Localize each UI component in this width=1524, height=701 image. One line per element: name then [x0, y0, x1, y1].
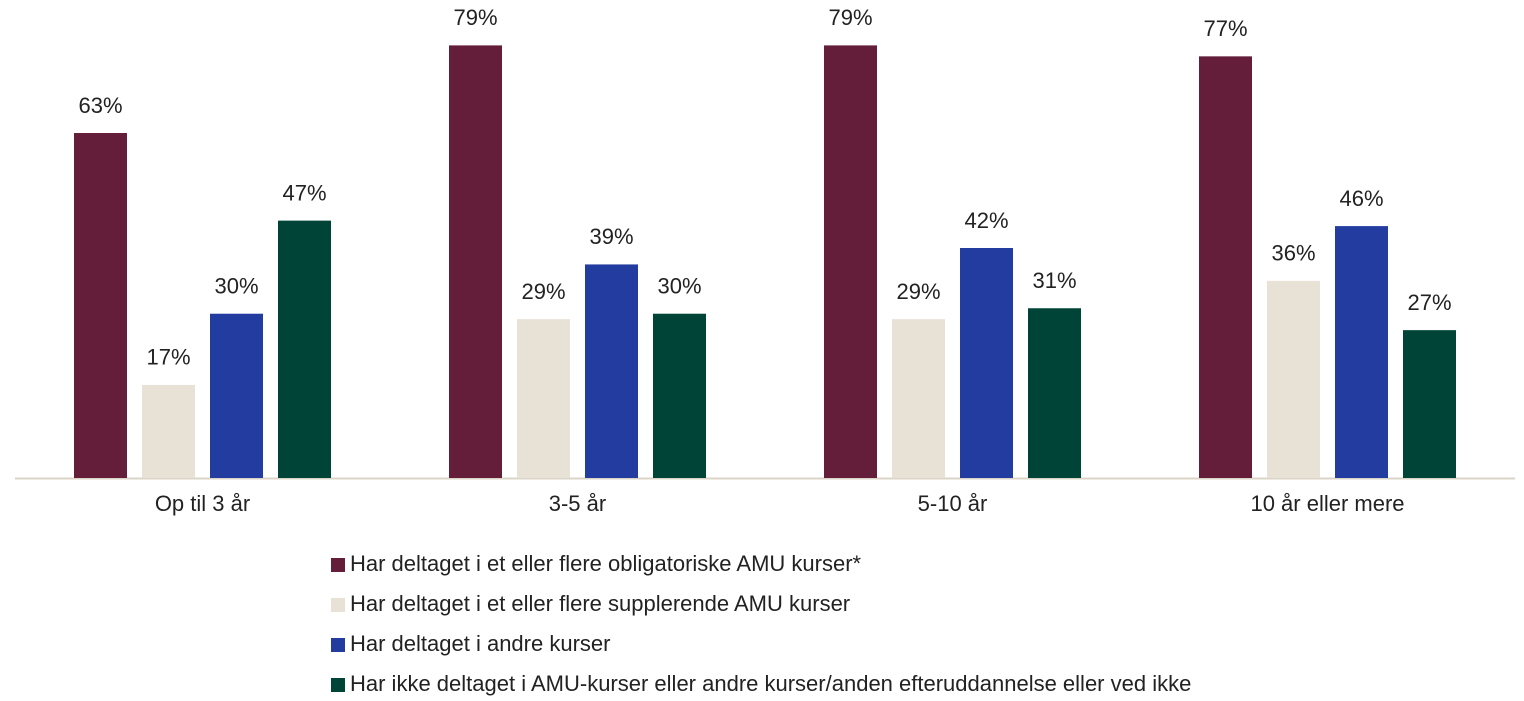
- bar: [824, 45, 877, 479]
- bar: [653, 313, 706, 478]
- data-label: 30%: [214, 274, 258, 299]
- legend-label: Har deltaget i andre kurser: [350, 631, 610, 656]
- legend-label: Har deltaget i et eller flere obligatori…: [350, 551, 862, 576]
- legend-swatch: [331, 558, 345, 572]
- bar: [892, 319, 945, 478]
- legend-label: Har deltaget i et eller flere supplerend…: [350, 591, 850, 616]
- bar: [74, 133, 127, 478]
- x-tick-label: Op til 3 år: [155, 491, 250, 516]
- legend-swatch: [331, 638, 345, 652]
- data-label: 29%: [896, 279, 940, 304]
- data-label: 79%: [828, 5, 872, 30]
- bar: [517, 319, 570, 478]
- data-label: 79%: [453, 5, 497, 30]
- bar: [449, 45, 502, 479]
- data-label: 46%: [1339, 186, 1383, 211]
- data-label: 39%: [589, 224, 633, 249]
- data-label: 36%: [1271, 241, 1315, 266]
- data-label: 47%: [282, 180, 326, 205]
- data-label: 63%: [78, 93, 122, 118]
- bar: [960, 248, 1013, 478]
- data-label: 29%: [521, 279, 565, 304]
- data-label: 42%: [964, 208, 1008, 233]
- data-label: 17%: [146, 345, 190, 370]
- bar: [585, 264, 638, 478]
- bar: [1199, 56, 1252, 479]
- bar: [210, 313, 263, 478]
- legend-label: Har ikke deltaget i AMU-kurser eller and…: [350, 671, 1191, 696]
- bar: [1335, 226, 1388, 478]
- x-tick-label: 10 år eller mere: [1250, 491, 1404, 516]
- bar: [278, 220, 331, 479]
- bar: [142, 384, 195, 478]
- x-tick-label: 5-10 år: [918, 491, 988, 516]
- data-label: 77%: [1203, 16, 1247, 41]
- bar: [1267, 280, 1320, 478]
- x-tick-label: 3-5 år: [549, 491, 606, 516]
- bar: [1403, 330, 1456, 478]
- legend-swatch: [331, 678, 345, 692]
- legend-swatch: [331, 598, 345, 612]
- data-label: 31%: [1032, 268, 1076, 293]
- data-label: 30%: [657, 274, 701, 299]
- bar: [1028, 308, 1081, 478]
- data-label: 27%: [1407, 290, 1451, 315]
